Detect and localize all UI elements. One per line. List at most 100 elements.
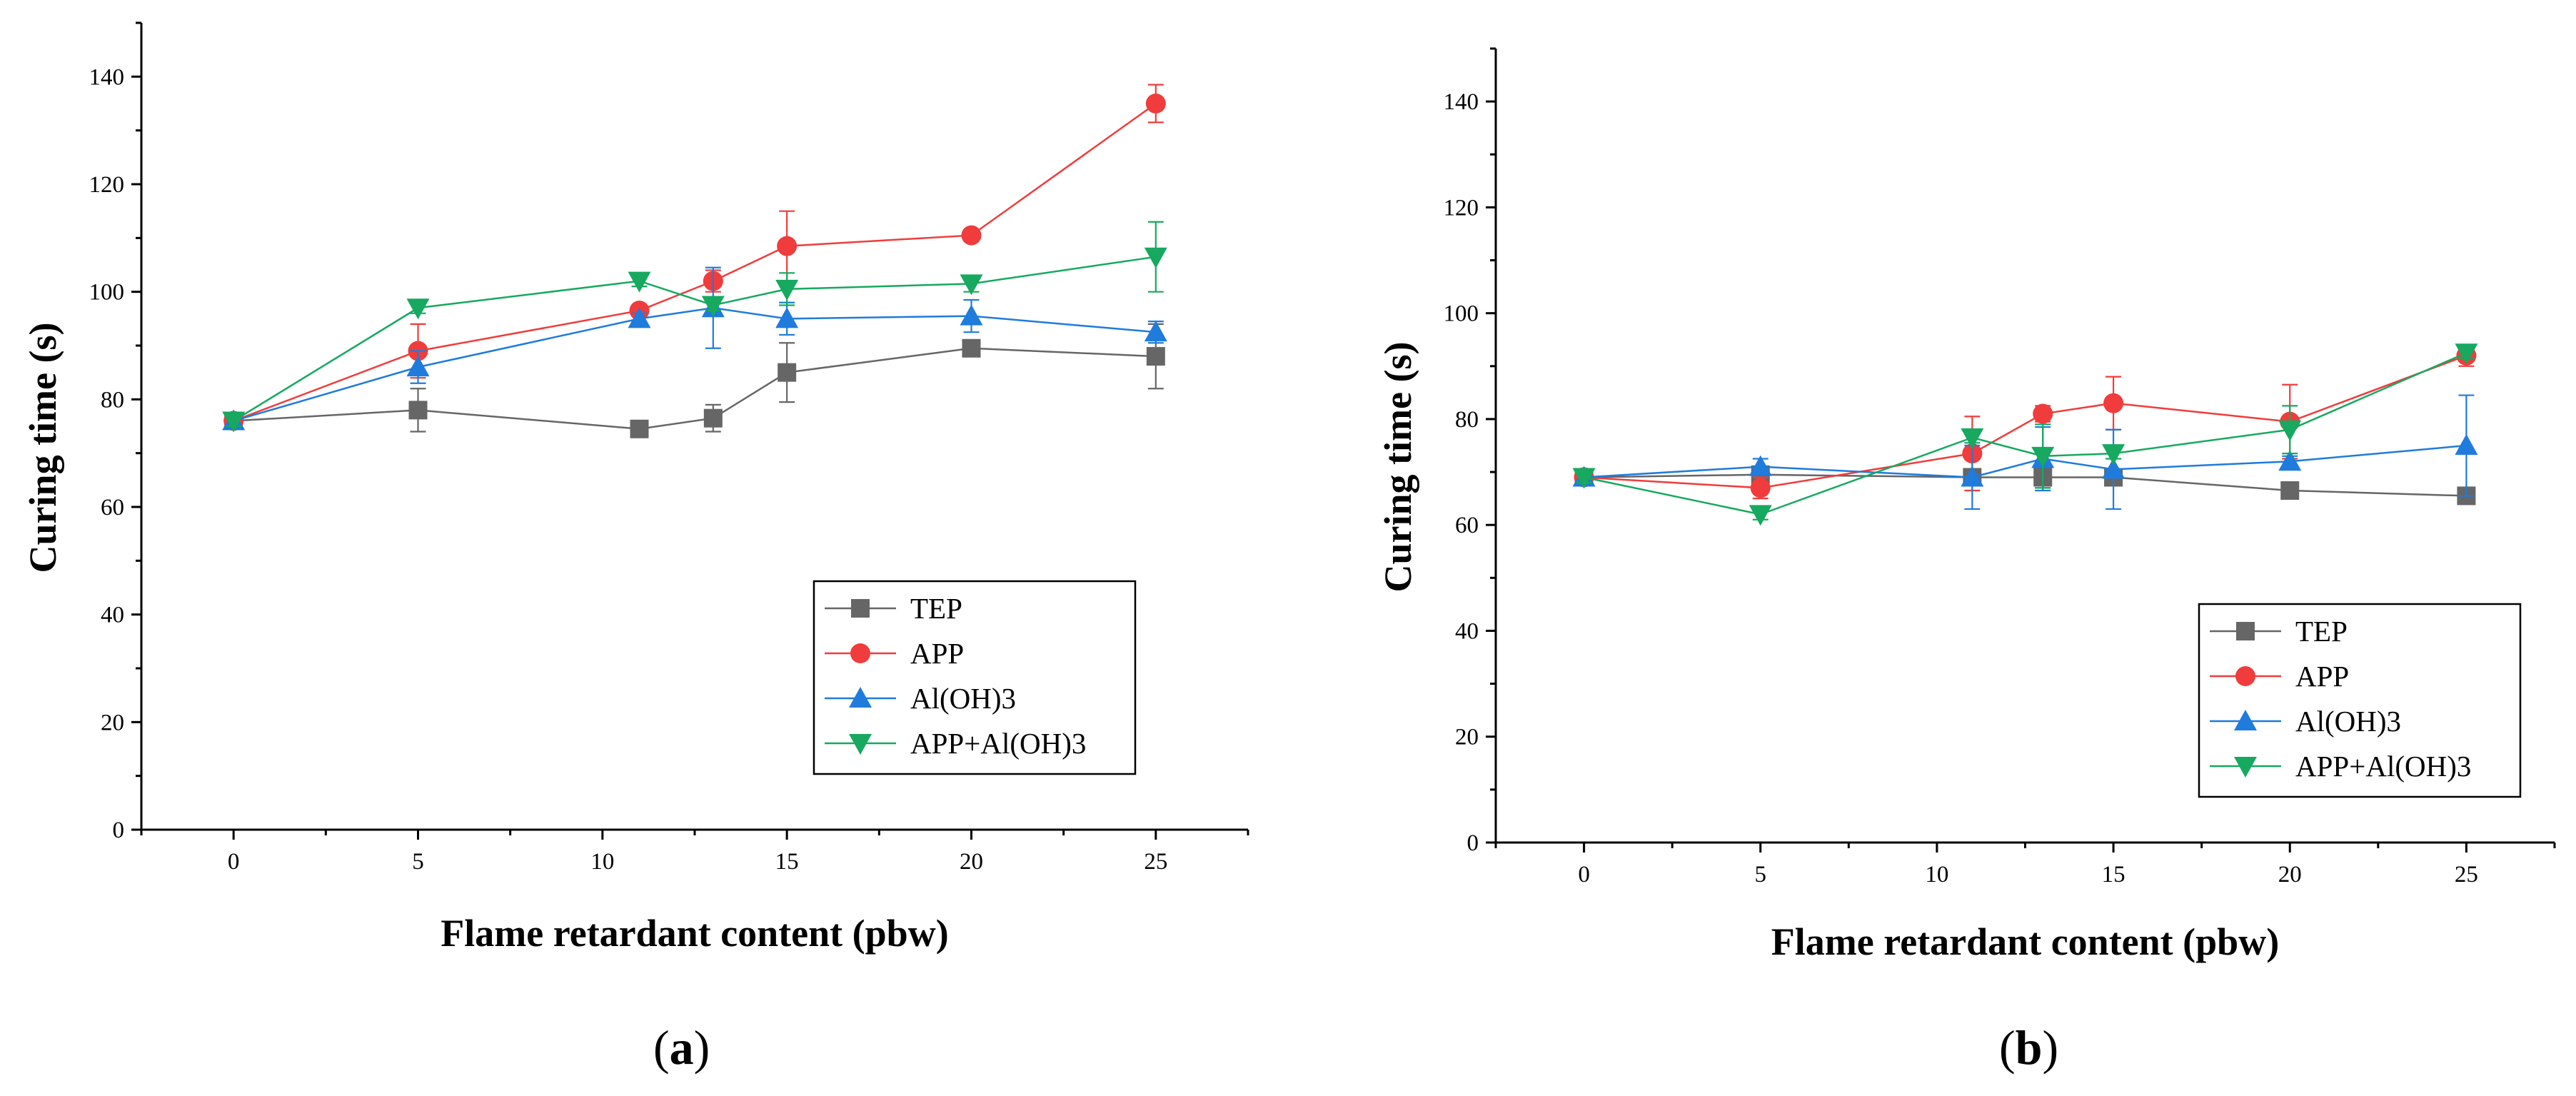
y-tick-label: 40 [101,603,124,628]
y-tick-label: 60 [1455,513,1479,538]
legend-label: APP+Al(OH)3 [2295,750,2471,783]
data-point [1572,468,1596,489]
data-point [1145,94,1166,114]
data-point [960,274,983,296]
y-tick-label: 80 [101,387,124,413]
data-point [1749,455,1772,476]
series-line [233,256,1157,422]
y-tick-label: 80 [1455,407,1479,433]
x-axis-title: Flame retardant content (pbw) [1771,920,2279,963]
data-point [1144,247,1167,268]
y-tick-label: 20 [1455,725,1479,750]
series-line [233,347,1156,431]
legend-label: TEP [910,592,962,625]
series-line [1584,352,2467,516]
series-line [233,307,1156,422]
y-tick-label: 40 [1455,618,1479,644]
data-point [1961,428,1984,449]
data-point [961,225,982,246]
legend-label: APP [910,637,964,670]
series-app [223,84,1166,431]
legend-label: APP [2295,660,2349,693]
chart-panel-b: 0 20 40 60 80 100 120 140 0 5 10 15 20 25 Flame retard… [1377,47,2556,1075]
legend-marker [2235,666,2255,686]
x-tick-label: 5 [1755,862,1767,888]
data-point [1750,478,1771,498]
data-point [775,307,799,328]
data-point [2278,450,2302,471]
data-point [778,363,797,382]
data-point [775,279,799,301]
data-point [2455,434,2478,455]
y-tick-label: 0 [1467,830,1479,856]
data-point [406,298,430,320]
legend-label: Al(OH)3 [910,682,1016,715]
data-point [1749,505,1772,526]
x-tick-label: 10 [590,849,614,875]
data-point [2455,343,2478,365]
panel-label-letter: a [670,1020,694,1075]
x-tick-label: 5 [412,849,424,875]
data-point [777,236,798,256]
data-point [2102,444,2125,466]
data-point [703,408,723,428]
legend-label: TEP [2295,615,2348,648]
legend-marker [2234,710,2257,730]
x-tick-label: 10 [1925,862,1948,888]
y-tick-label: 0 [113,818,125,843]
x-tick-label: 0 [228,849,240,875]
series-line [1584,444,2467,478]
y-tick-label: 100 [89,280,125,306]
x-tick-label: 20 [2278,862,2302,888]
data-point [628,307,651,328]
panel-label-letter: b [2016,1020,2043,1075]
data-point [960,304,983,326]
series-app-al-oh-3 [1572,343,2478,526]
data-point [2033,403,2053,424]
series-app-al-oh-3 [222,221,1167,433]
series-line [233,102,1157,422]
y-axis-title: Curing time (s) [1377,342,1419,593]
data-point [1961,466,1984,487]
legend: TEP APP Al(OH)3 APP+Al(OH)3 [2198,603,2522,798]
x-axis-title: Flame retardant content (pbw) [441,912,948,955]
y-tick-label: 100 [1444,301,1479,327]
data-point [406,356,430,377]
legend-label: APP+Al(OH)3 [910,727,1086,760]
series-al-oh-3 [222,266,1167,431]
panel-label-paren: ( [653,1020,670,1075]
legend-marker [2234,757,2257,778]
data-point [2280,481,2300,501]
y-tick-label: 140 [1444,89,1479,115]
legend-label: Al(OH)3 [2295,705,2401,738]
x-tick-label: 15 [2102,862,2125,888]
data-point [962,338,981,358]
y-tick-label: 120 [1444,195,1479,221]
panel-label-paren: ) [2042,1020,2058,1075]
data-point [2278,420,2302,441]
data-point [222,411,246,433]
data-point [1146,347,1165,366]
legend-marker [849,734,872,755]
data-point [628,271,651,293]
data-point [2103,393,2124,413]
y-tick-label: 20 [101,710,124,735]
y-axis-title: Curing time (s) [21,323,64,573]
x-tick-label: 15 [775,849,799,875]
series-line [1584,354,2467,489]
legend-marker [850,643,870,663]
x-tick-label: 25 [1144,849,1167,875]
y-tick-label: 120 [89,172,125,198]
legend-marker [851,599,870,618]
x-tick-label: 20 [960,849,983,875]
data-point [408,401,428,420]
x-tick-label: 25 [2455,862,2478,888]
data-point [630,419,649,438]
panel-label-paren: ( [1999,1020,2016,1075]
data-point [701,296,725,317]
y-tick-label: 60 [101,495,124,521]
data-point [2031,446,2055,468]
panel-label-paren: ) [694,1020,710,1075]
panel-label: (b) [1999,1020,2058,1075]
